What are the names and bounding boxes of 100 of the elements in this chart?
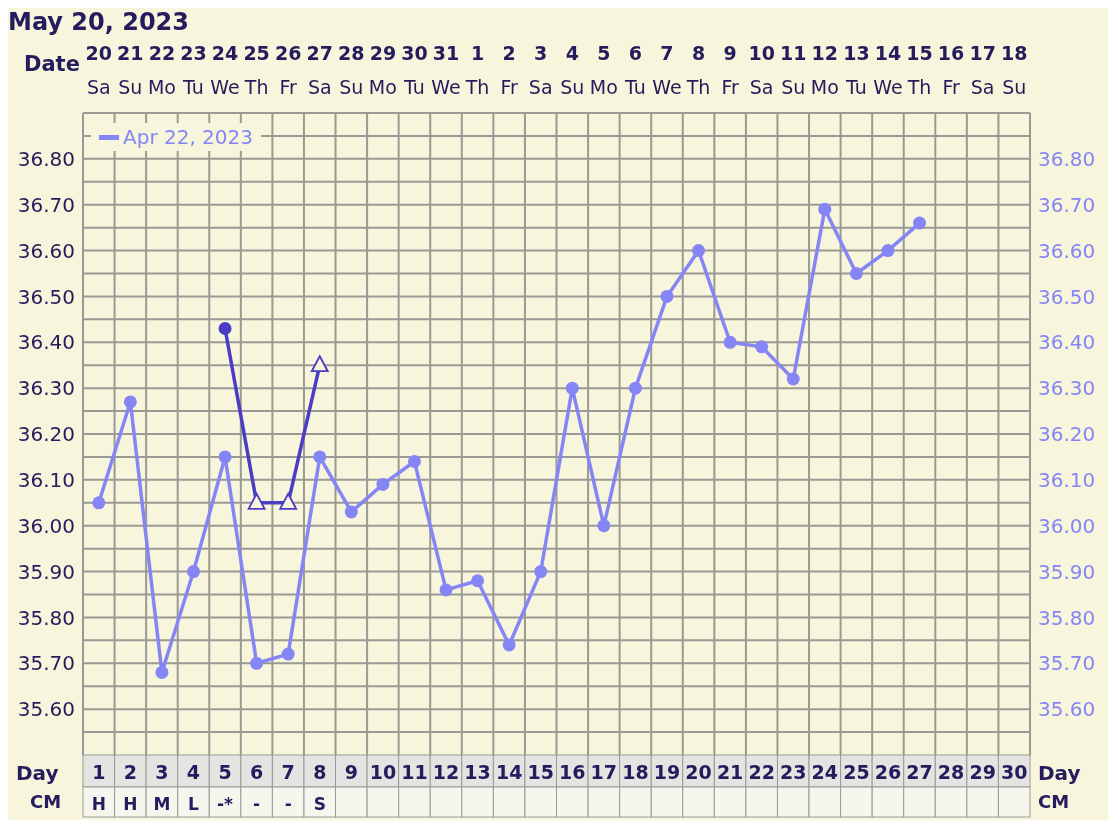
x-tick-label: 25 bbox=[843, 761, 870, 783]
x-tick-label: 23 bbox=[780, 761, 807, 783]
point bbox=[155, 665, 169, 679]
chart-title: May 20, 2023 bbox=[8, 8, 190, 36]
text: 20 Sa bbox=[85, 42, 113, 98]
text: 22 Mo bbox=[147, 42, 176, 98]
text: 6 Tu bbox=[624, 42, 646, 98]
text: S bbox=[313, 794, 326, 814]
x-tick-label: 8 bbox=[313, 761, 327, 783]
x-tick-label: 21 bbox=[716, 761, 744, 783]
point bbox=[660, 289, 674, 303]
text: 17 Sa bbox=[969, 42, 996, 98]
point bbox=[439, 583, 453, 597]
x-tick-label: 17 bbox=[590, 761, 618, 783]
point bbox=[849, 267, 863, 280]
text: 4 Su bbox=[560, 42, 585, 98]
point bbox=[471, 574, 485, 588]
y2-tick-label: 36.40 bbox=[1038, 330, 1096, 355]
point bbox=[247, 492, 266, 510]
point bbox=[502, 638, 516, 652]
text: 16 Fr bbox=[937, 42, 965, 98]
text: 3 Sa bbox=[528, 42, 553, 98]
point bbox=[818, 202, 832, 216]
point bbox=[344, 505, 358, 519]
text: 24 We bbox=[210, 42, 240, 98]
y-tick-label: 36.30 bbox=[17, 376, 75, 401]
text: 26 Fr bbox=[274, 42, 302, 98]
y-tick-label: 35.90 bbox=[17, 559, 75, 584]
point bbox=[881, 244, 895, 258]
x-tick-label: 22 bbox=[748, 761, 775, 783]
x-tick-label: 28 bbox=[937, 761, 965, 783]
x-tick-label: 7 bbox=[281, 761, 295, 783]
text: 14 We bbox=[873, 42, 903, 98]
text: 18 Su bbox=[1000, 42, 1028, 98]
text: Day bbox=[16, 761, 59, 785]
y-tick-label: 36.50 bbox=[17, 284, 75, 309]
y2-tick-label: 35.80 bbox=[1038, 605, 1096, 630]
text: - bbox=[284, 794, 292, 814]
y2-tick-label: 36.10 bbox=[1038, 467, 1096, 492]
y-tick-label: 35.70 bbox=[17, 651, 75, 676]
text: 8 Th bbox=[685, 42, 711, 98]
point bbox=[123, 395, 137, 409]
x-tick-label: 12 bbox=[432, 761, 460, 783]
point bbox=[218, 322, 232, 336]
text: 31 We bbox=[431, 42, 461, 98]
x-tick-label: 18 bbox=[622, 761, 649, 783]
y-tick-label: 36.60 bbox=[17, 238, 75, 263]
y-tick-label: 36.10 bbox=[17, 467, 75, 492]
text: 25 Th bbox=[243, 42, 270, 98]
point bbox=[786, 372, 800, 386]
x-tick-label: 24 bbox=[811, 761, 839, 783]
x-tick-label: 26 bbox=[874, 761, 902, 783]
point bbox=[913, 216, 927, 230]
text: H bbox=[91, 794, 106, 814]
text: 1 Th bbox=[464, 42, 490, 98]
text: 10 Sa bbox=[748, 42, 775, 98]
y-tick-label: 36.80 bbox=[17, 146, 75, 171]
y-tick-label: 36.70 bbox=[17, 192, 75, 217]
point bbox=[723, 335, 737, 349]
x-tick-label: 27 bbox=[906, 761, 933, 783]
y2-tick-label: 35.70 bbox=[1038, 651, 1096, 676]
x-tick-label: 19 bbox=[653, 761, 681, 783]
y-tick-label: 36.00 bbox=[17, 513, 75, 538]
point bbox=[692, 244, 706, 258]
y2-tick-label: 35.60 bbox=[1038, 697, 1096, 722]
point bbox=[407, 455, 421, 469]
x-tick-label: 13 bbox=[464, 761, 491, 783]
point bbox=[534, 565, 548, 579]
text: 7 We bbox=[652, 42, 682, 98]
text: 29 Mo bbox=[368, 42, 397, 98]
y2-tick-label: 36.60 bbox=[1038, 238, 1096, 263]
x-axis-title: Day bbox=[1038, 761, 1081, 785]
point bbox=[186, 565, 200, 579]
point bbox=[250, 656, 264, 670]
x-tick-label: 16 bbox=[559, 761, 586, 783]
text: CM bbox=[1038, 791, 1070, 812]
x-tick-label: 4 bbox=[186, 761, 201, 783]
text: 2 Fr bbox=[500, 42, 519, 98]
x-tick-label: 10 bbox=[369, 761, 397, 783]
point bbox=[755, 340, 769, 354]
point bbox=[628, 381, 642, 395]
x-tick-label: 29 bbox=[969, 761, 996, 783]
x-tick-label: 14 bbox=[495, 761, 523, 783]
point bbox=[313, 450, 327, 464]
text: 23 Tu bbox=[180, 42, 207, 98]
y2-tick-label: 36.70 bbox=[1038, 192, 1096, 217]
x-tick-label: 15 bbox=[527, 761, 554, 783]
y2-tick-label: 36.20 bbox=[1038, 422, 1096, 447]
legend-label: Apr 22, 2023 bbox=[122, 125, 254, 149]
x-tick-label: 1 bbox=[92, 761, 106, 783]
y-tick-label: 36.40 bbox=[17, 330, 75, 355]
text: 30 Tu bbox=[401, 42, 428, 98]
text: 21 Su bbox=[117, 42, 144, 98]
x-tick-label: 20 bbox=[685, 761, 712, 783]
text: H bbox=[123, 794, 138, 814]
point bbox=[218, 450, 232, 464]
x-tick-label: 11 bbox=[401, 761, 428, 783]
text: -* bbox=[217, 794, 234, 814]
y2-tick-label: 36.30 bbox=[1038, 376, 1096, 401]
text: 13 Tu bbox=[843, 42, 870, 98]
